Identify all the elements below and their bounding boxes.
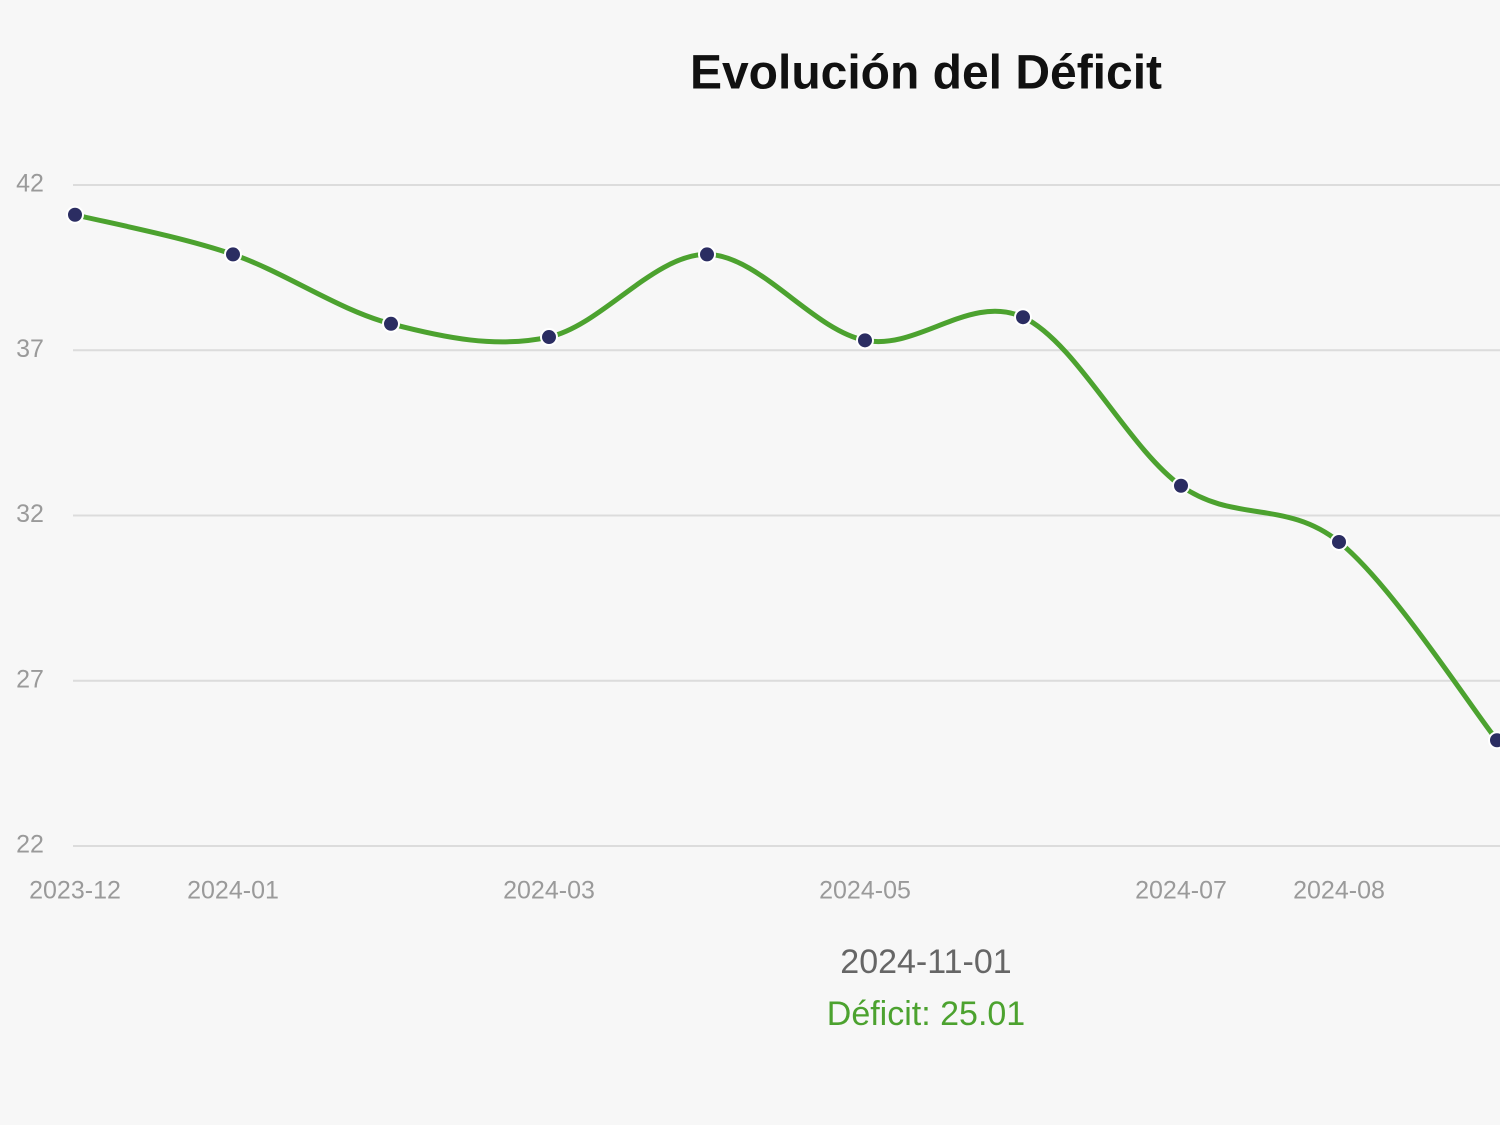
x-tick-label: 2024-05 [819,877,911,905]
point [66,205,84,224]
point [1014,308,1032,327]
point [1172,476,1190,495]
y-tick-label: 37 [16,335,44,363]
chart-title: Evolución del Déficit [690,47,1162,100]
tooltip-text: Déficit: 25.01 [827,995,1025,1033]
y-tick-label: 22 [16,831,44,859]
y-tick-label: 42 [16,170,44,198]
point [224,245,242,264]
point [856,331,874,350]
point [540,328,558,347]
x-tick-label: 2024-07 [1135,877,1227,905]
x-tick-label: 2024-03 [503,877,595,905]
x-tick-label: 2024-08 [1293,877,1385,905]
point [382,314,400,333]
point [1488,731,1500,750]
y-tick-label: 27 [16,665,44,693]
x-tick-label: 2024-01 [187,877,279,905]
point [1330,532,1348,551]
tooltip-title: 2024-11-01 [840,943,1011,981]
y-tick-label: 32 [16,500,44,528]
line [74,212,1499,742]
point [698,245,716,264]
x-tick-label: 2023-12 [29,877,121,905]
